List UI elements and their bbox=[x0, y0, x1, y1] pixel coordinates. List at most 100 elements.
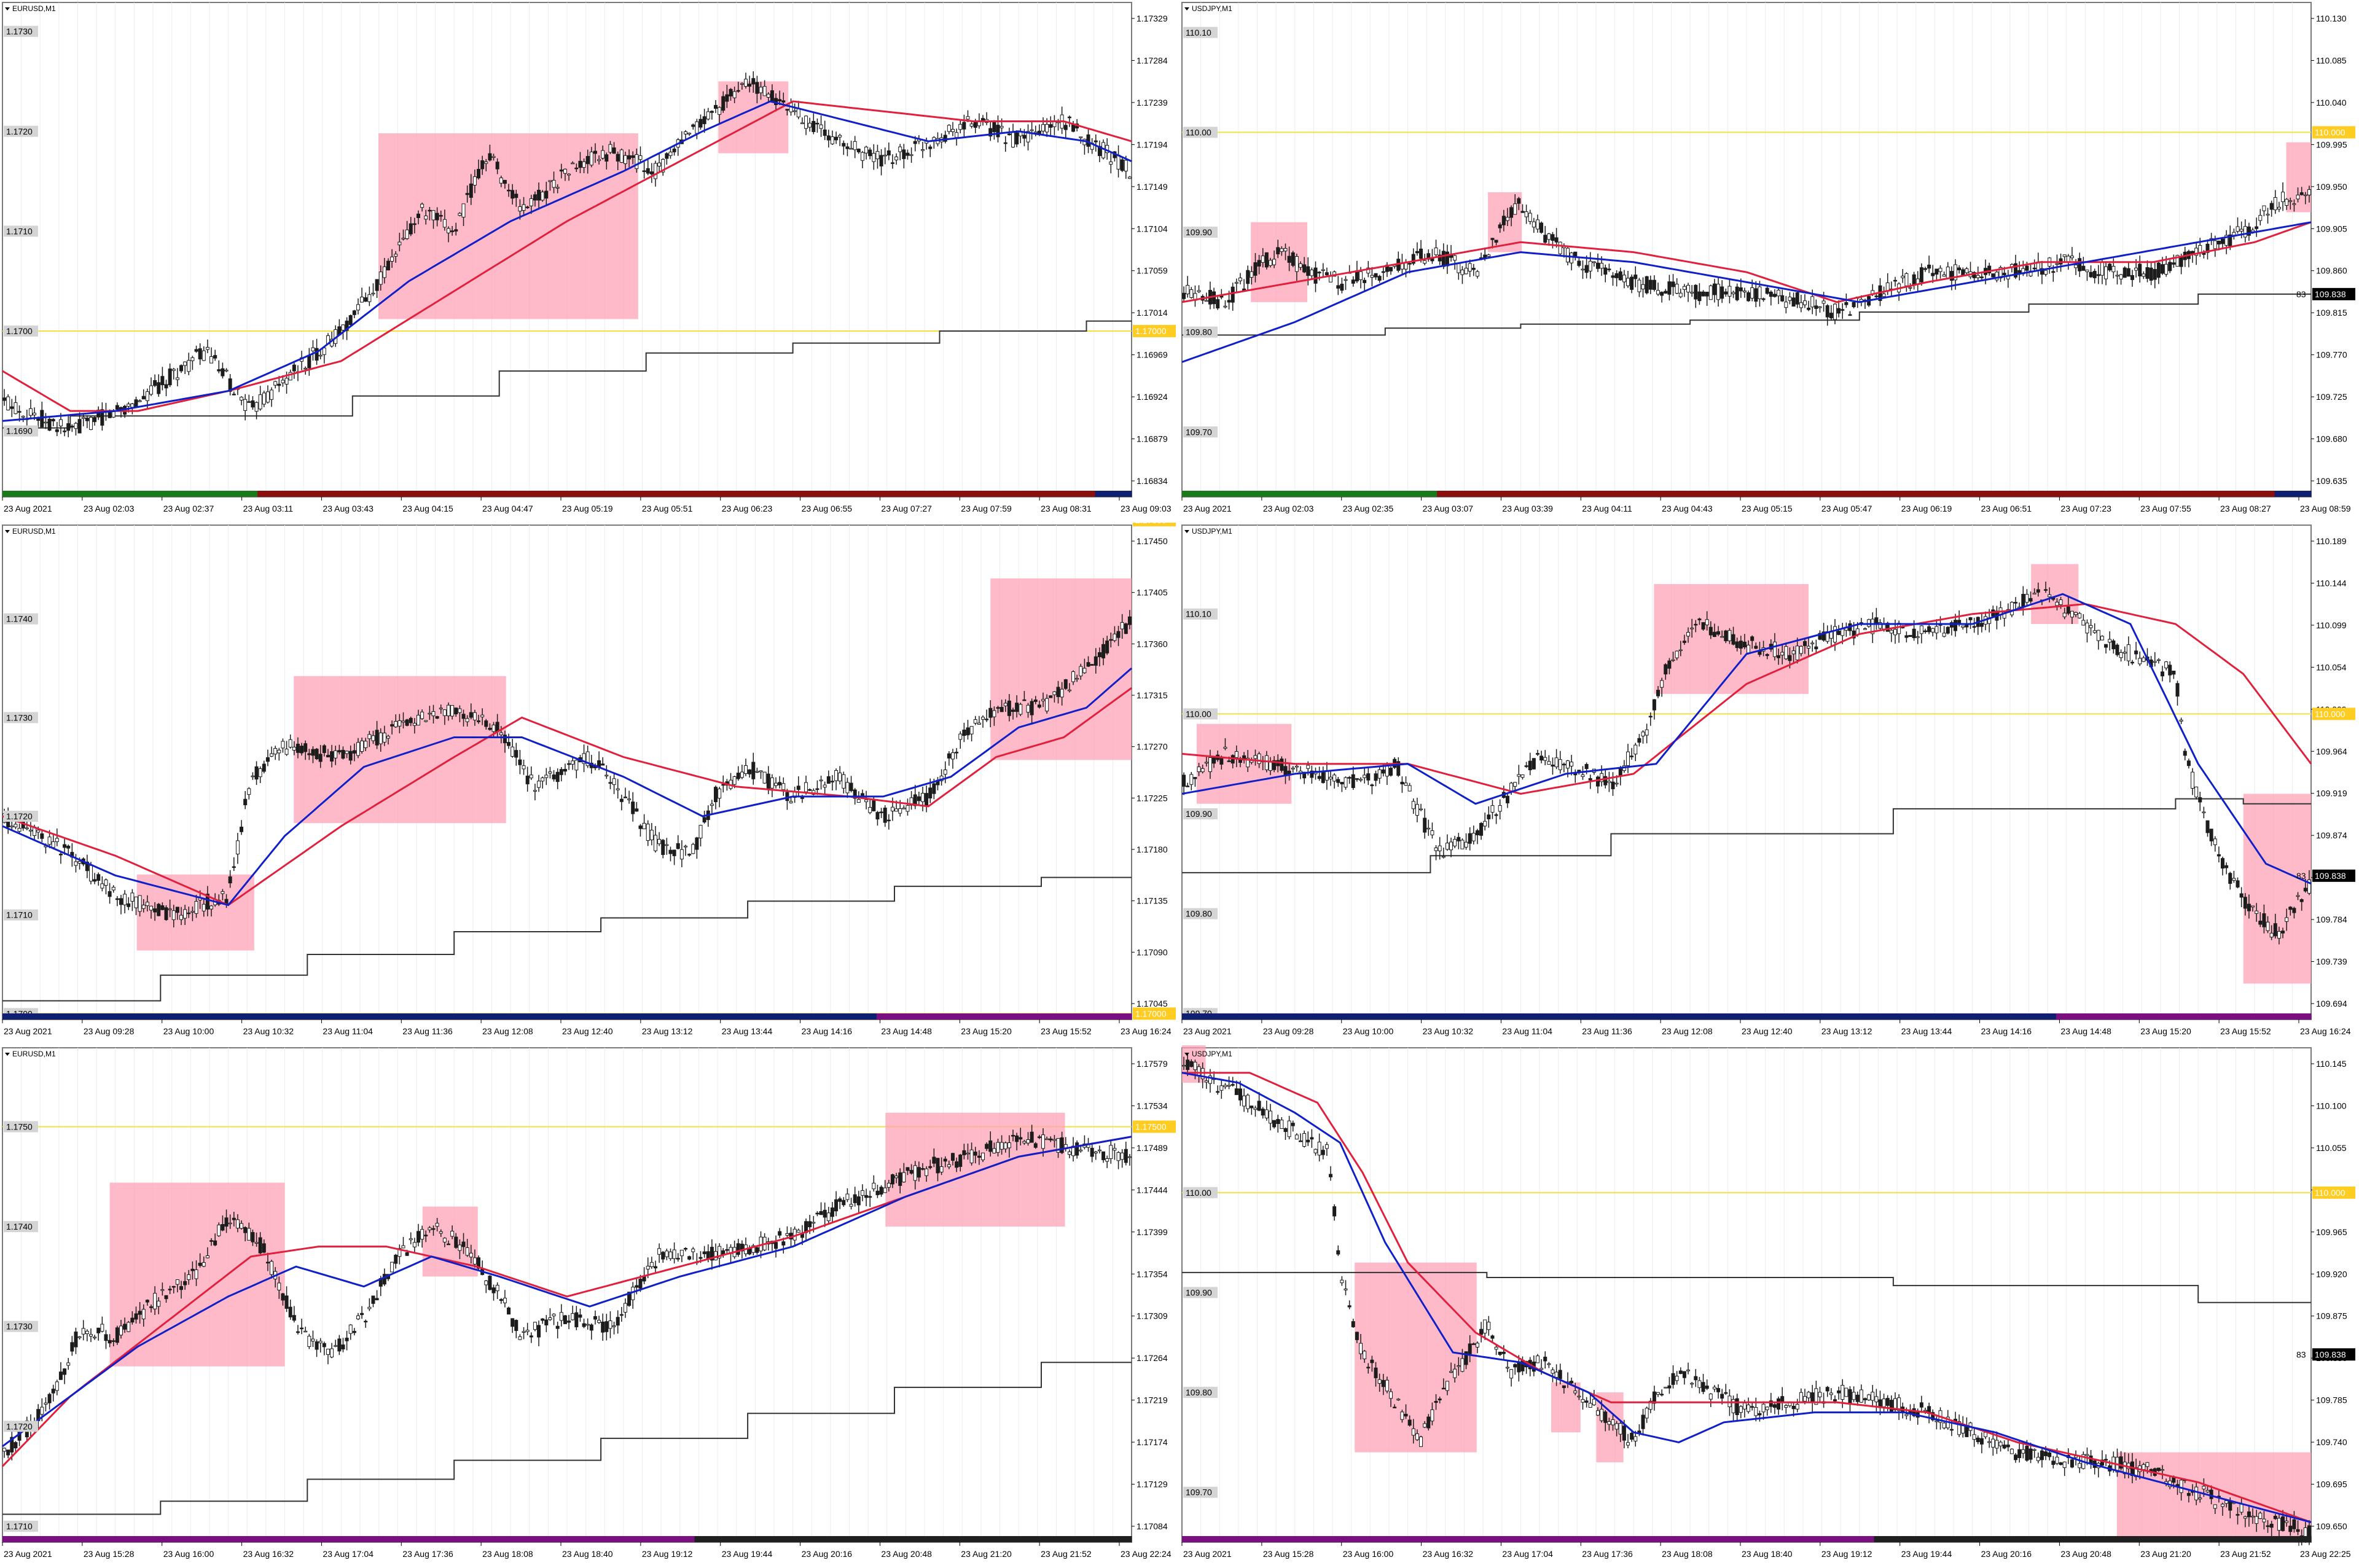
candle-body bbox=[416, 213, 420, 218]
candle-body bbox=[1750, 636, 1755, 641]
x-tick-label: 23 Aug 18:08 bbox=[482, 1549, 533, 1559]
session-segment bbox=[2, 491, 39, 497]
candle-body bbox=[1317, 776, 1321, 779]
candle-body bbox=[1701, 291, 1705, 297]
candle-body bbox=[307, 354, 311, 369]
candle-body bbox=[1090, 664, 1094, 666]
candle-body bbox=[1400, 781, 1404, 784]
candle-body bbox=[872, 153, 876, 162]
session-segment bbox=[475, 1536, 513, 1542]
candle-body bbox=[864, 799, 869, 802]
candle-body bbox=[477, 169, 481, 179]
candle-body bbox=[70, 1342, 74, 1352]
x-tick-label: 23 Aug 15:20 bbox=[2140, 1026, 2191, 1036]
x-tick-label: 23 Aug 10:00 bbox=[1343, 1026, 1394, 1036]
candle-body bbox=[1731, 1398, 1735, 1413]
candle-body bbox=[209, 905, 214, 910]
candle-body bbox=[1652, 699, 1656, 711]
candle-body bbox=[1637, 738, 1641, 743]
candle-body bbox=[251, 1232, 255, 1242]
candle-body bbox=[356, 304, 360, 311]
candle-body bbox=[2303, 194, 2307, 197]
candle-body bbox=[559, 170, 563, 172]
candle-body bbox=[1324, 272, 1329, 276]
candle-body bbox=[1867, 1394, 1871, 1400]
x-tick-label: 23 Aug 03:39 bbox=[1502, 504, 1553, 513]
candle-body bbox=[608, 782, 612, 784]
candle-body bbox=[334, 750, 338, 759]
x-tick-label: 23 Aug 02:37 bbox=[163, 504, 214, 513]
chart-panel-1[interactable]: EURUSD,M1 1.1730 1.1720 1.1710 1.1700 1.1690 1… bbox=[0, 0, 1180, 523]
candle-body bbox=[390, 256, 394, 262]
candle-body bbox=[1957, 1421, 1962, 1435]
level-label-box bbox=[4, 1421, 38, 1432]
y-tick-label: 1.17149 bbox=[1136, 182, 1168, 192]
x-tick-label: 23 Aug 11:04 bbox=[323, 1026, 373, 1036]
chart-panel-4[interactable]: USDJPY,M1110.10110.00109.90109.80109.701… bbox=[1180, 523, 2359, 1045]
candle-body bbox=[1570, 252, 1574, 263]
candle-body bbox=[1227, 300, 1231, 303]
candle-body bbox=[1694, 1376, 1698, 1381]
candle-body bbox=[909, 1169, 913, 1174]
candle-body bbox=[1829, 1392, 1833, 1395]
candle-body bbox=[77, 419, 82, 434]
candle-body bbox=[725, 94, 729, 102]
candle-body bbox=[213, 355, 217, 359]
chart-panel-3[interactable]: EURUSD,M11.17401.17301.17201.17101.17001… bbox=[0, 523, 1180, 1045]
candle-body bbox=[70, 426, 74, 427]
chart-panel-5[interactable]: EURUSD,M1 1.1750 1.1740 1.1730 1.1720 1.1710 1… bbox=[0, 1045, 1180, 1568]
candle-body bbox=[1968, 617, 1973, 620]
candle-body bbox=[111, 887, 115, 891]
candle-body bbox=[886, 819, 891, 822]
candle-body bbox=[1885, 1398, 1890, 1406]
candle-body bbox=[721, 784, 726, 786]
candle-body bbox=[541, 1318, 545, 1321]
candle-body bbox=[1283, 766, 1288, 776]
y-tick-label: 1.17239 bbox=[1136, 98, 1168, 107]
y-tick-label: 1.17194 bbox=[1136, 139, 1168, 149]
candle-body bbox=[525, 206, 530, 208]
x-tick-label: 23 Aug 08:31 bbox=[1041, 504, 1092, 513]
candle-body bbox=[529, 198, 533, 206]
candle-body bbox=[1264, 1109, 1269, 1118]
candle-body bbox=[2194, 1486, 2199, 1500]
candle-body bbox=[472, 712, 477, 720]
candle-body bbox=[601, 150, 605, 159]
candle-body bbox=[1837, 1390, 1841, 1394]
candle-body bbox=[1501, 1351, 1506, 1354]
session-bar bbox=[1182, 1013, 2312, 1020]
candle-body bbox=[2062, 612, 2067, 617]
candle-body bbox=[371, 292, 375, 295]
candle-body bbox=[10, 1437, 14, 1453]
candle-body bbox=[1007, 1142, 1011, 1149]
candle-body bbox=[1874, 295, 1879, 297]
candle-body bbox=[277, 1282, 281, 1290]
level-label: 1.1710 bbox=[6, 226, 33, 236]
candle-body bbox=[2142, 657, 2146, 662]
candle-body bbox=[458, 1244, 462, 1251]
candle-body bbox=[875, 812, 880, 820]
candle-body bbox=[886, 1182, 891, 1188]
chart-panel-2[interactable]: USDJPY,M1 110.10 110.00 109.90 109.80 109.70 1… bbox=[1180, 0, 2359, 523]
candle-body bbox=[1400, 1411, 1404, 1420]
x-tick-label: 23 Aug 04:15 bbox=[402, 504, 453, 513]
candle-body bbox=[627, 155, 632, 160]
candle-body bbox=[1935, 626, 1939, 634]
vertical-gridlines bbox=[21, 2, 1113, 497]
candle-body bbox=[759, 770, 763, 773]
candle-body bbox=[1618, 1423, 1622, 1435]
chart-panel-6[interactable]: USDJPY,M1 110.00 109.90 109.80 109.70 110.145… bbox=[1180, 1045, 2359, 1568]
candle-body bbox=[1445, 1381, 1449, 1391]
candle-body bbox=[77, 1336, 82, 1338]
step-line bbox=[2, 1362, 1132, 1515]
session-segment bbox=[1801, 1013, 1838, 1020]
x-tick-label: 23 Aug 07:27 bbox=[881, 504, 932, 513]
highlight-box bbox=[294, 676, 506, 824]
candle-body bbox=[1954, 264, 1958, 281]
candle-body bbox=[2164, 661, 2169, 669]
session-segment bbox=[1582, 1013, 1619, 1020]
candle-body bbox=[830, 781, 834, 782]
y-tick-label: 110.085 bbox=[2316, 55, 2347, 65]
